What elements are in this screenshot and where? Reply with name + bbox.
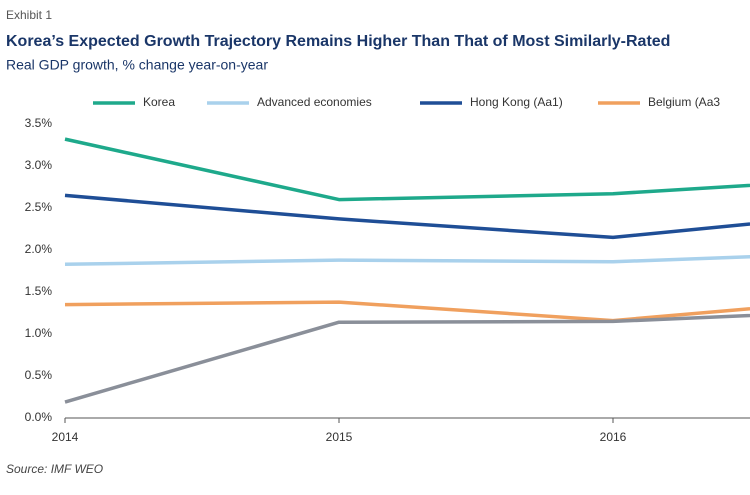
series-line — [64, 137, 750, 202]
legend-label: Advanced economies — [257, 95, 372, 109]
series-line — [64, 254, 750, 267]
series-line — [64, 313, 750, 404]
chart-title: Korea’s Expected Growth Trajectory Remai… — [6, 33, 670, 50]
legend-label: Belgium (Aa3 — [648, 95, 720, 109]
y-tick-label: 3.5% — [25, 116, 53, 130]
y-tick-label: 2.0% — [25, 242, 53, 256]
x-tick-label: 2014 — [52, 430, 79, 444]
y-tick-label: 2.5% — [25, 200, 53, 214]
exhibit-label: Exhibit 1 — [6, 8, 52, 22]
chart-subtitle: Real GDP growth, % change year-on-year — [6, 57, 268, 73]
y-tick-label: 0.0% — [25, 410, 53, 424]
series-line — [64, 193, 750, 240]
plot-area — [64, 137, 750, 404]
y-tick-label: 1.0% — [25, 326, 53, 340]
source-note: Source: IMF WEO — [6, 462, 103, 476]
y-tick-label: 0.5% — [25, 368, 53, 382]
x-tick-label: 2015 — [326, 430, 353, 444]
x-tick-label: 2016 — [600, 430, 627, 444]
y-tick-label: 3.0% — [25, 158, 53, 172]
legend-label: Hong Kong (Aa1) — [470, 95, 563, 109]
legend-label: Korea — [143, 95, 175, 109]
series-line — [64, 300, 750, 323]
y-tick-label: 1.5% — [25, 284, 53, 298]
